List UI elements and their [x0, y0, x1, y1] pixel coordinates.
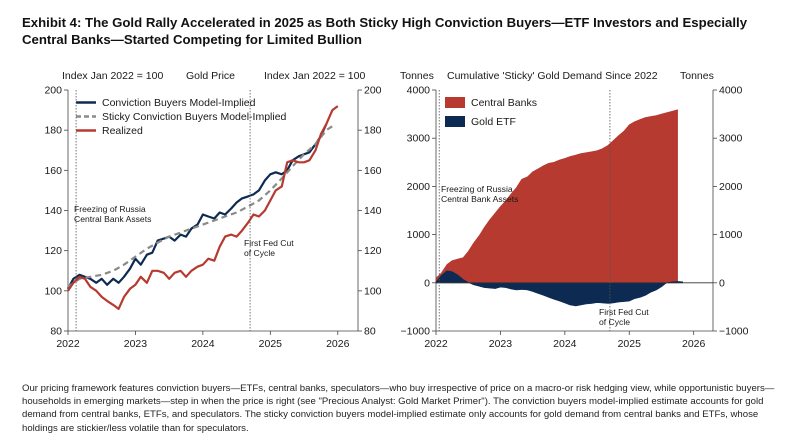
left-chart-title: Gold Price: [186, 70, 235, 82]
right-legend: Central Banks Gold ETF: [445, 97, 537, 128]
left-ylabel-right: Index Jan 2022 = 100: [264, 70, 365, 82]
right-ytick-label-left: −1000: [401, 326, 431, 338]
left-ytick-label-left: 160: [44, 165, 62, 177]
left-axes: 80 80 100 100 120 120 140 140 160 160 180 180 200 200…: [44, 85, 381, 351]
sticky-demand-chart: Tonnes Cumulative 'Sticky' Gold Demand S…: [400, 70, 749, 350]
left-event-label: of Cycle: [244, 248, 275, 258]
right-ytick-label-left: 2000: [407, 181, 431, 193]
left-ytick-label-left: 120: [44, 245, 62, 257]
right-legend-label: Gold ETF: [471, 116, 516, 128]
left-ytick-label-right: 140: [364, 205, 382, 217]
right-ytick-label-right: 4000: [719, 85, 743, 97]
right-chart-title: Cumulative 'Sticky' Gold Demand Since 20…: [447, 70, 658, 82]
right-ytick-label-left: 4000: [407, 85, 431, 97]
left-ytick-label-left: 200: [44, 85, 62, 97]
left-legend: Conviction Buyers Model-Implied Sticky Co…: [76, 97, 287, 137]
left-line-2: [67, 105, 339, 310]
right-xtick-label: 2025: [618, 338, 642, 350]
left-legend-label: Sticky Conviction Buyers Model-Implied: [102, 111, 287, 123]
right-axes: −1000 −1000 0 0 1000 1000 2000 2000 3000 3000 4000…: [401, 85, 749, 351]
left-ytick-label-left: 180: [44, 125, 62, 137]
right-ytick-label-left: 1000: [407, 229, 431, 241]
left-xtick-label: 2023: [124, 338, 148, 350]
right-ytick-label-right: 2000: [719, 181, 743, 193]
right-legend-swatch: [445, 116, 465, 127]
left-legend-label: Conviction Buyers Model-Implied: [102, 97, 256, 109]
left-line-0: [67, 123, 328, 290]
left-xtick-label: 2024: [191, 338, 215, 350]
left-ytick-label-right: 200: [364, 85, 382, 97]
left-event-label: First Fed Cut: [244, 238, 294, 248]
right-ylabel-right: Tonnes: [680, 70, 714, 82]
footnote: Our pricing framework features convictio…: [22, 383, 775, 434]
right-legend-swatch: [445, 97, 465, 108]
left-xtick-label: 2025: [259, 338, 283, 350]
right-series: [435, 109, 713, 307]
left-xtick-label: 2026: [326, 338, 350, 350]
left-event-label: Freezing of Russia: [74, 204, 146, 214]
right-xtick-label: 2026: [682, 338, 706, 350]
right-xtick-label: 2024: [553, 338, 577, 350]
left-series: [67, 105, 339, 310]
right-ytick-label-right: −1000: [719, 326, 749, 338]
right-ytick-label-right: 0: [719, 277, 725, 289]
right-xtick-label: 2022: [424, 338, 448, 350]
left-xtick-label: 2022: [56, 338, 80, 350]
right-area-0: [435, 109, 678, 284]
gold-price-chart: Index Jan 2022 = 100 Gold Price Index Ja…: [44, 70, 381, 350]
right-ytick-label-right: 3000: [719, 133, 743, 145]
right-event-label: Freezing of Russia: [441, 184, 513, 194]
right-area-1: [435, 270, 683, 307]
right-ytick-label-right: 1000: [719, 229, 743, 241]
right-event-label: of Cycle: [599, 317, 630, 327]
right-ylabel-left: Tonnes: [400, 70, 434, 82]
right-event-label: First Fed Cut: [599, 307, 649, 317]
right-ytick-label-left: 0: [424, 277, 430, 289]
left-legend-label: Realized: [102, 125, 143, 137]
left-ytick-label-left: 100: [44, 285, 62, 297]
left-line-1: [67, 125, 334, 288]
left-ytick-label-right: 120: [364, 245, 382, 257]
exhibit-title: Exhibit 4: The Gold Rally Accelerated in…: [22, 15, 748, 47]
left-ytick-label-right: 80: [364, 326, 376, 338]
right-event-label: Central Bank Assets: [441, 194, 518, 204]
right-xtick-label: 2023: [489, 338, 513, 350]
left-ylabel-left: Index Jan 2022 = 100: [62, 70, 163, 82]
left-ytick-label-right: 160: [364, 165, 382, 177]
left-ytick-label-right: 180: [364, 125, 382, 137]
left-ytick-label-left: 80: [50, 326, 62, 338]
left-ytick-label-left: 140: [44, 205, 62, 217]
right-ytick-label-left: 3000: [407, 133, 431, 145]
left-event-label: Central Bank Assets: [74, 214, 151, 224]
right-legend-label: Central Banks: [471, 97, 537, 109]
left-ytick-label-right: 100: [364, 285, 382, 297]
